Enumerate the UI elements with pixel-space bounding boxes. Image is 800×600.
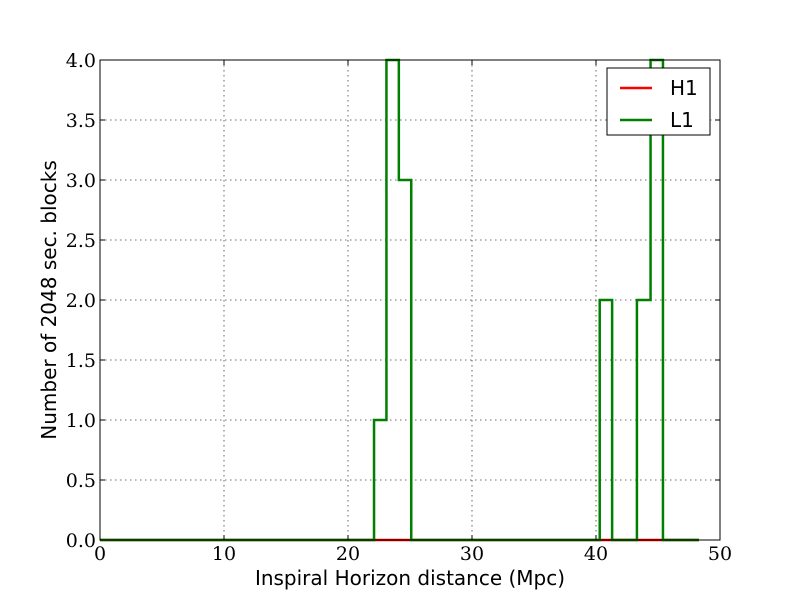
y-tick-label: 1.5 [66,350,96,372]
legend: H1 L1 [606,67,711,136]
y-axis-label: Number of 2048 sec. blocks [37,160,61,440]
x-tick-labels: 0 10 20 30 40 50 [94,543,732,565]
x-tick-label: 50 [708,543,732,565]
x-tick-label: 20 [336,543,360,565]
y-tick-label: 4.0 [66,50,96,72]
legend-label-l1: L1 [670,108,694,132]
y-tick-label: 2.5 [66,230,96,252]
y-tick-label: 0.5 [66,470,96,492]
legend-label-h1: H1 [670,76,698,100]
y-tick-label: 0.0 [66,530,96,552]
x-tick-label: 40 [584,543,608,565]
x-tick-label: 30 [460,543,484,565]
x-axis-label: Inspiral Horizon distance (Mpc) [255,566,565,590]
y-tick-label: 3.5 [66,110,96,132]
y-tick-label: 1.0 [66,410,96,432]
legend-box [606,67,711,136]
x-tick-label: 10 [212,543,236,565]
y-tick-labels: 0.0 0.5 1.0 1.5 2.0 2.5 3.0 3.5 4.0 [66,50,96,552]
y-tick-label: 2.0 [66,290,96,312]
y-tick-label: 3.0 [66,170,96,192]
ticks [99,59,721,541]
x-tick-label: 0 [94,543,106,565]
